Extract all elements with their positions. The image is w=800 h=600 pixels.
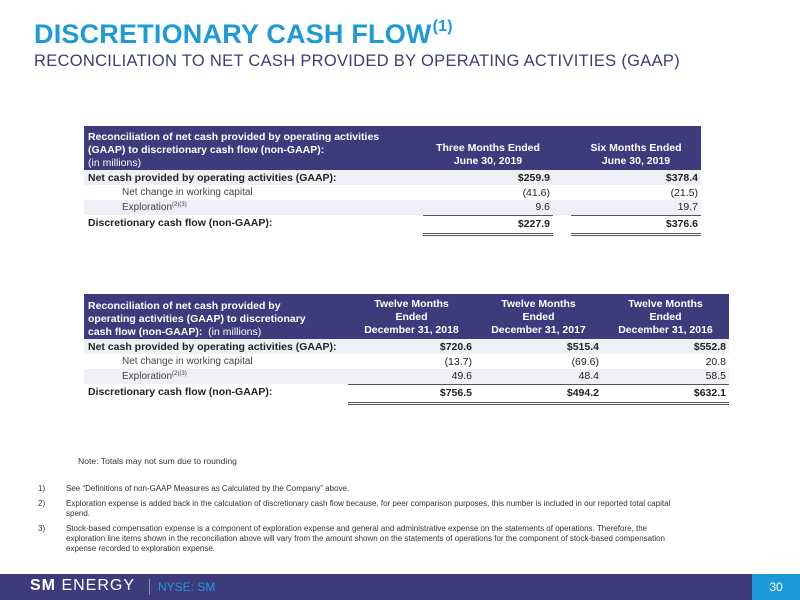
table-row: Exploration(2)(3) 9.6 19.7 bbox=[84, 200, 701, 215]
table-row: Exploration(2)(3) 49.6 48.4 58.5 bbox=[84, 369, 729, 384]
page-subtitle: RECONCILIATION TO NET CASH PROVIDED BY O… bbox=[34, 52, 681, 70]
table-row-total: Discretionary cash flow (non-GAAP): $756… bbox=[84, 383, 729, 405]
page-number: 30 bbox=[752, 574, 800, 600]
footer-divider bbox=[149, 579, 150, 595]
table-header-label: Reconciliation of net cash provided by o… bbox=[84, 126, 423, 170]
table-row: Net cash provided by operating activitie… bbox=[84, 339, 729, 354]
page-title: DISCRETIONARY CASH FLOW(1) bbox=[34, 18, 453, 50]
table-row: Net cash provided by operating activitie… bbox=[84, 170, 701, 185]
footnote: 2) Exploration expense is added back in … bbox=[38, 498, 671, 518]
stock-ticker: NYSE: SM bbox=[158, 580, 216, 594]
title-footnote-marker: (1) bbox=[432, 18, 453, 35]
table-row: Net change in working capital (13.7) (69… bbox=[122, 355, 726, 368]
footnote: 1) See “Definitions of non-GAAP Measures… bbox=[38, 484, 350, 493]
column-header-2017: Twelve Months Ended December 31, 2017 bbox=[475, 294, 602, 339]
quarterly-reconciliation-table: Reconciliation of net cash provided by o… bbox=[84, 126, 701, 236]
column-header-three-months: Three Months Ended June 30, 2019 bbox=[423, 126, 553, 170]
table-row-total: Discretionary cash flow (non-GAAP): $227… bbox=[84, 214, 701, 236]
table-header: Reconciliation of net cash provided by o… bbox=[84, 126, 701, 170]
table-header: Reconciliation of net cash provided by o… bbox=[84, 294, 729, 339]
table-row: Net change in working capital (41.6) (21… bbox=[122, 186, 698, 199]
column-header-six-months: Six Months Ended June 30, 2019 bbox=[571, 126, 701, 170]
sm-energy-logo: SM ENERGY bbox=[30, 577, 136, 594]
footnotes: 1) See “Definitions of non-GAAP Measures… bbox=[38, 484, 688, 559]
rounding-note: Note: Totals may not sum due to rounding bbox=[78, 456, 237, 466]
footer-bar: SM ENERGY NYSE: SM 30 bbox=[0, 574, 800, 600]
column-header-2016: Twelve Months Ended December 31, 2016 bbox=[602, 294, 729, 339]
column-header-2018: Twelve Months Ended December 31, 2018 bbox=[348, 294, 475, 339]
footnote: 3) Stock-based compensation expense is a… bbox=[38, 523, 665, 554]
page-title-text: DISCRETIONARY CASH FLOW bbox=[34, 19, 432, 49]
table-header-label: Reconciliation of net cash provided by o… bbox=[84, 294, 348, 339]
annual-reconciliation-table: Reconciliation of net cash provided by o… bbox=[84, 294, 729, 405]
